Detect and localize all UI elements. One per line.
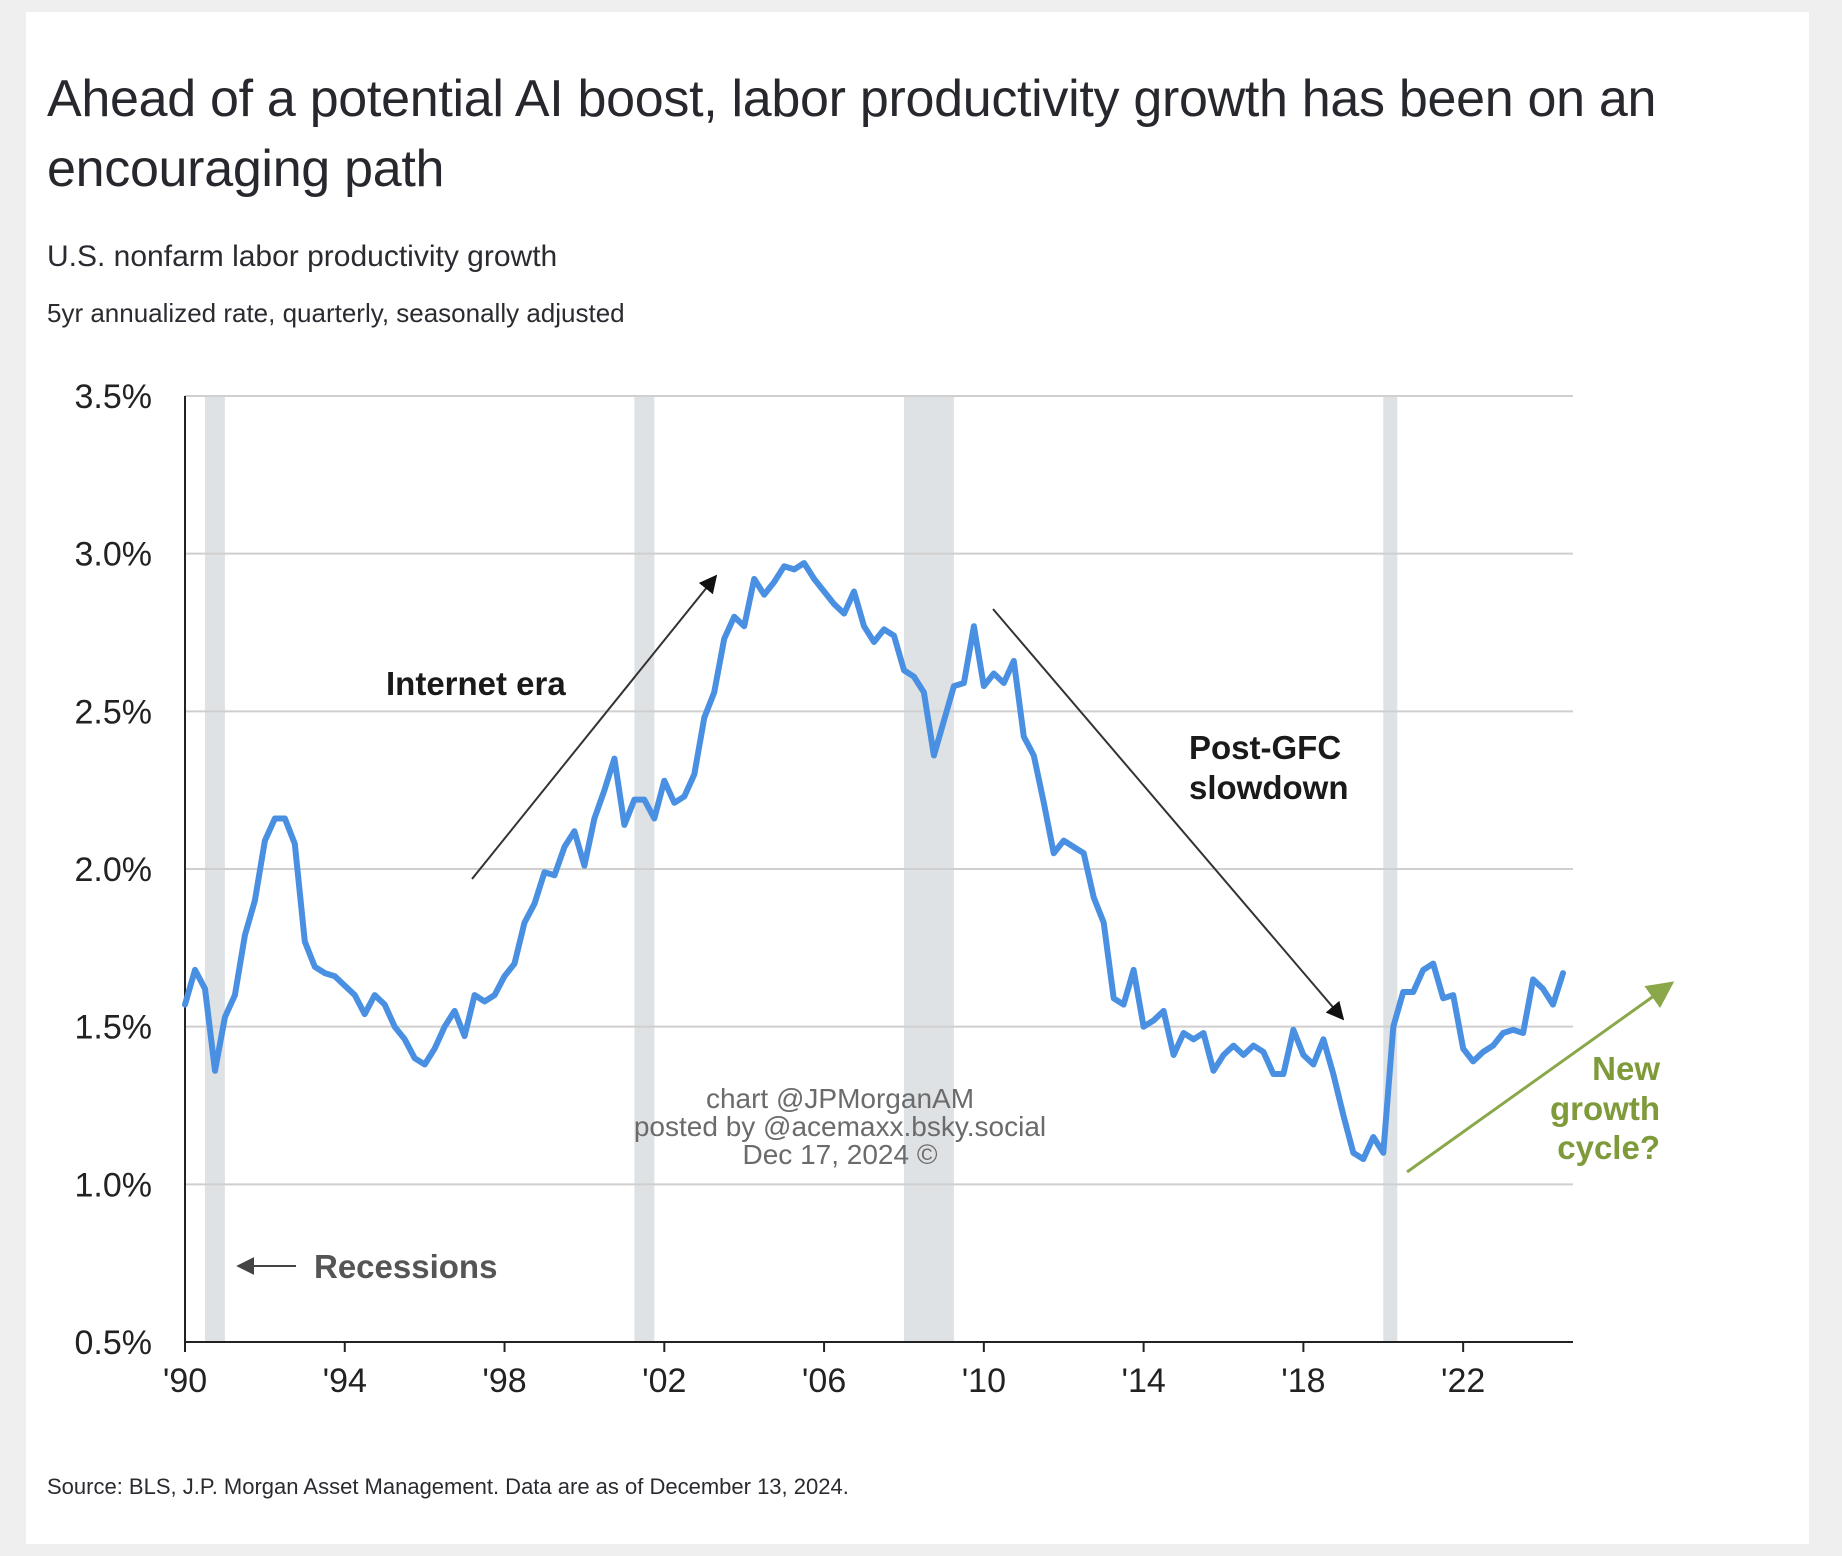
y-tick-label: 3.5% [75,378,153,416]
x-tick-label: '98 [482,1362,526,1400]
chart-subtitle: U.S. nonfarm labor productivity growth [47,240,558,273]
y-tick-label: 1.5% [75,1009,153,1047]
x-tick-labels: '90 '94 '98 '02 '06 '10 '14 '18 '22 [163,1342,1485,1400]
new-growth-label-line2: growth [1550,1090,1660,1127]
y-tick-label: 2.0% [75,851,153,889]
x-tick-label: '18 [1281,1362,1325,1400]
line-chart: 0.5% 1.0% 1.5% 2.0% 2.5% 3.0% 3.5% '90 '94 '98 '0… [75,378,1675,1400]
gridlines [185,395,1573,1186]
source-note: Source: BLS, J.P. Morgan Asset Managemen… [47,1474,849,1499]
chart-title: Ahead of a potential AI boost, labor pro… [47,70,1657,198]
x-tick-label: '06 [802,1362,846,1400]
x-tick-label: '94 [323,1362,367,1400]
watermark-line1: chart @JPMorganAM [706,1083,974,1114]
x-tick-label: '14 [1121,1362,1165,1400]
internet-era-arrow [471,574,718,880]
x-tick-label: '10 [962,1362,1006,1400]
post-gfc-label-line2: slowdown [1189,769,1349,806]
watermark-line2: posted by @acemaxx.bsky.social [634,1111,1046,1142]
x-tick-label: '22 [1441,1362,1485,1400]
post-gfc-arrow [992,608,1345,1021]
y-tick-label: 2.5% [75,693,153,731]
new-growth-label-line1: New [1592,1050,1660,1087]
y-tick-label: 0.5% [75,1324,153,1362]
chart-note: 5yr annualized rate, quarterly, seasonal… [47,298,625,328]
y-tick-labels: 0.5% 1.0% 1.5% 2.0% 2.5% 3.0% 3.5% [75,378,153,1362]
recessions-label: Recessions [314,1248,497,1285]
post-gfc-label-line1: Post-GFC [1189,729,1341,766]
x-tick-label: '02 [642,1362,686,1400]
new-growth-label-line3: cycle? [1557,1129,1660,1166]
internet-era-label: Internet era [386,665,566,702]
y-tick-label: 3.0% [75,536,153,574]
x-tick-label: '90 [163,1362,207,1400]
series-line [182,560,1566,1163]
watermark-line3: Dec 17, 2024 © [743,1139,938,1170]
chart-card: Ahead of a potential AI boost, labor pro… [26,12,1809,1544]
new-growth-arrow [1406,981,1675,1174]
y-tick-label: 1.0% [75,1166,153,1204]
